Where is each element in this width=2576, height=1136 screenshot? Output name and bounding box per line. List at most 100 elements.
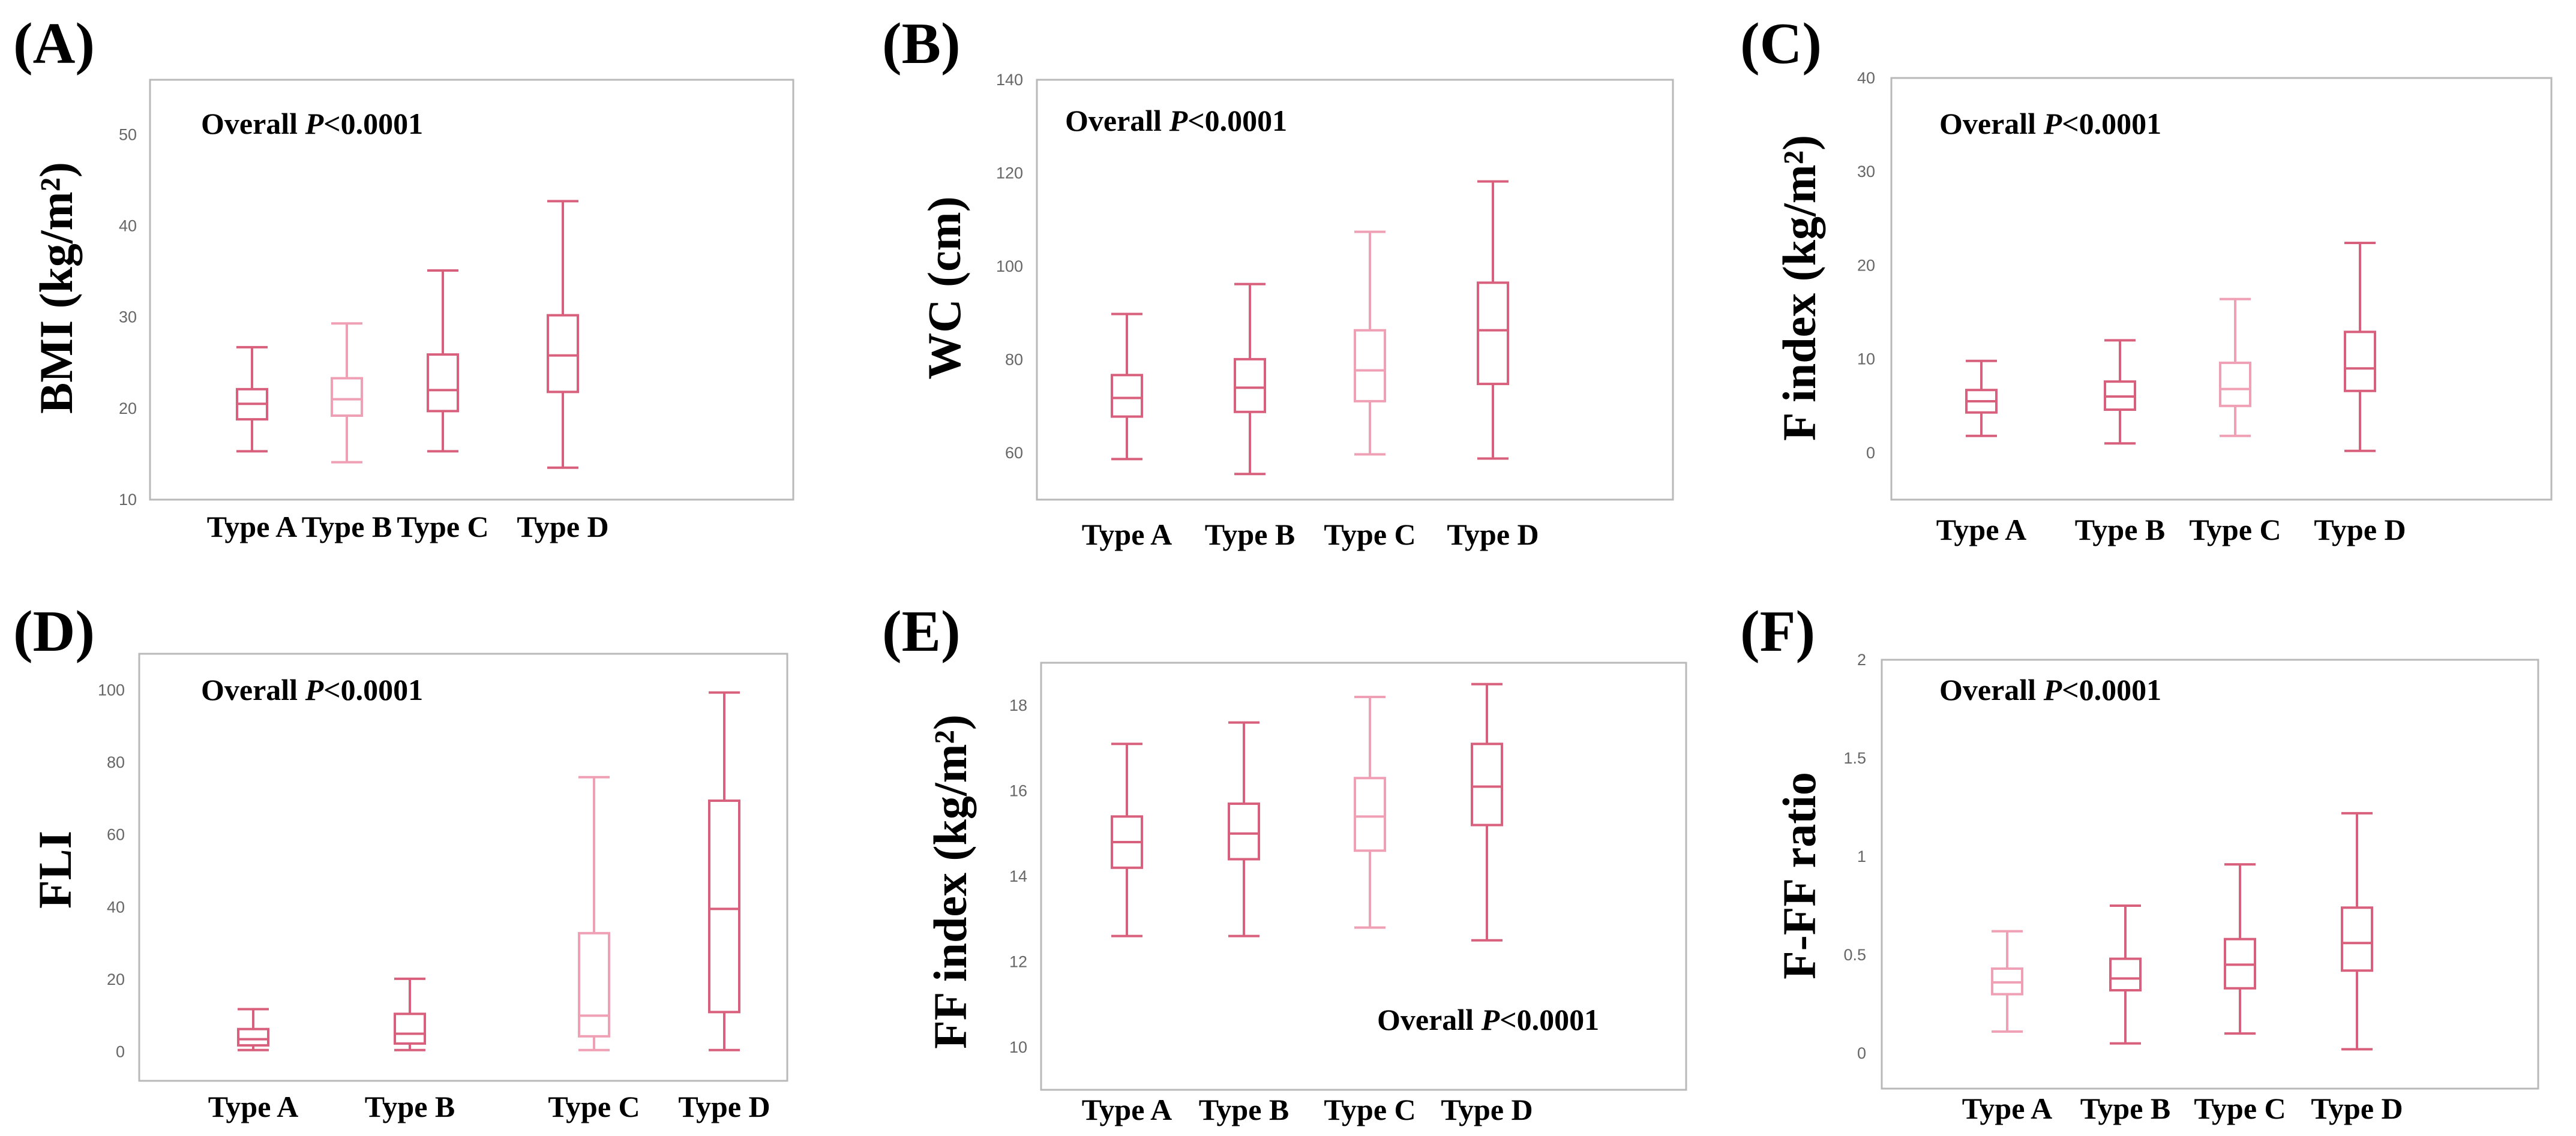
- category-label: Type A: [1082, 518, 1172, 551]
- iqr-box: [1471, 743, 1503, 827]
- plot-frame: [149, 79, 794, 501]
- category-label: Type D: [2311, 1092, 2403, 1125]
- box-type-b: [331, 322, 363, 464]
- box-type-a: [1111, 743, 1143, 937]
- box-type-b: [1228, 721, 1260, 937]
- box-type-c: [2224, 863, 2256, 1035]
- plot-frame: [1040, 662, 1687, 1091]
- y-tick-label: 14: [1009, 867, 1027, 885]
- iqr-box: [394, 1012, 426, 1045]
- iqr-box: [708, 799, 740, 1014]
- iqr-box: [1354, 777, 1386, 852]
- y-tick-label: 40: [1857, 69, 1875, 87]
- category-label: Type B: [302, 510, 392, 543]
- category-label: Type A: [1082, 1093, 1172, 1126]
- panel-b: (B) WC (cm) 60 80 100 120 140 Type A Type B Type …: [882, 11, 1674, 551]
- category-label: Type D: [1441, 1093, 1533, 1126]
- y-tick-label: 20: [107, 970, 125, 988]
- plot-frame: [1881, 659, 2539, 1090]
- iqr-box: [1477, 281, 1509, 386]
- y-tick-label: 16: [1009, 782, 1027, 800]
- box-type-b: [1234, 283, 1266, 476]
- y-tick-label: 0.5: [1843, 946, 1866, 964]
- category-label: Type B: [365, 1090, 455, 1123]
- y-tick-label: 80: [1005, 351, 1023, 369]
- category-label: Type B: [1205, 518, 1296, 551]
- box-type-c: [1354, 230, 1386, 456]
- category-label: Type A: [1962, 1092, 2053, 1125]
- category-label: Type B: [2080, 1092, 2171, 1125]
- plot-frame: [138, 653, 788, 1082]
- category-label: Type C: [1324, 1093, 1416, 1126]
- category-label: Type C: [1324, 518, 1416, 551]
- category-label: Type C: [548, 1090, 640, 1123]
- panel-label: (A): [13, 11, 95, 76]
- box-type-d: [2341, 812, 2373, 1051]
- category-label: Type B: [2075, 513, 2166, 546]
- box-type-d: [2344, 241, 2376, 452]
- iqr-box: [1111, 374, 1143, 418]
- iqr-box: [1354, 329, 1386, 402]
- iqr-box: [2219, 361, 2251, 407]
- y-tick-label: 1: [1857, 848, 1866, 865]
- iqr-box: [1234, 357, 1266, 413]
- y-tick-label: 20: [1857, 256, 1875, 274]
- category-label: Type D: [517, 510, 608, 543]
- category-label: Type A: [207, 510, 298, 543]
- y-tick-label: 18: [1009, 696, 1027, 714]
- y-tick-label: 12: [1009, 952, 1027, 970]
- y-tick-label: 100: [996, 257, 1023, 275]
- y-tick-label: 2: [1857, 651, 1866, 669]
- overall-p-annotation: Overall P<0.0001: [201, 107, 423, 140]
- y-tick-label: 0: [116, 1043, 125, 1061]
- y-tick-label: 10: [119, 491, 137, 509]
- y-axis-label: BMI (kg/m²): [30, 162, 82, 414]
- y-tick-label: 0: [1857, 1044, 1866, 1062]
- category-label: Type A: [1936, 513, 2027, 546]
- category-label: Type B: [1199, 1093, 1290, 1126]
- box-type-a: [1111, 312, 1143, 461]
- iqr-box: [1228, 802, 1260, 861]
- overall-p-annotation: Overall P<0.0001: [1377, 1003, 1599, 1036]
- iqr-box: [2109, 957, 2142, 992]
- box-type-c: [427, 269, 459, 453]
- y-tick-label: 0: [1866, 444, 1875, 462]
- panel-c: (C) F index (kg/m²) 0 10 20 30 40 Type A Type B T…: [1740, 11, 2553, 546]
- y-axis-label: F index (kg/m²): [1773, 135, 1825, 441]
- category-label: Type D: [678, 1090, 770, 1123]
- box-type-c: [2219, 297, 2251, 437]
- y-axis-label: F-FF ratio: [1773, 772, 1825, 979]
- panel-label: (D): [13, 599, 95, 664]
- panel-label: (F): [1740, 599, 1815, 664]
- box-type-c: [578, 776, 610, 1051]
- box-type-a: [236, 345, 268, 453]
- iqr-box: [578, 931, 610, 1038]
- y-tick-label: 40: [107, 898, 125, 916]
- category-label: Type C: [2194, 1092, 2286, 1125]
- y-tick-label: 60: [107, 826, 125, 844]
- iqr-box: [237, 1027, 269, 1047]
- panel-label: (E): [882, 599, 961, 664]
- iqr-box: [2341, 906, 2373, 972]
- y-tick-label: 140: [996, 71, 1023, 89]
- iqr-box: [427, 353, 459, 413]
- box-type-d: [1477, 180, 1509, 460]
- box-type-d: [708, 691, 740, 1051]
- y-tick-label: 20: [119, 399, 137, 417]
- category-label: Type C: [2189, 513, 2281, 546]
- iqr-box: [2344, 330, 2376, 392]
- overall-p-annotation: Overall P<0.0001: [201, 673, 423, 707]
- overall-p-annotation: Overall P<0.0001: [1939, 107, 2161, 140]
- y-tick-label: 60: [1005, 444, 1023, 462]
- y-tick-label: 30: [1857, 163, 1875, 181]
- y-axis-label: FF index (kg/m²): [924, 714, 976, 1049]
- y-axis-label: WC (cm): [918, 196, 970, 379]
- y-tick-label: 80: [107, 753, 125, 771]
- box-type-b: [394, 977, 426, 1051]
- category-label: Type A: [208, 1090, 299, 1123]
- y-tick-label: 100: [98, 681, 125, 699]
- box-type-a: [237, 1008, 269, 1051]
- panel-label: (B): [882, 11, 961, 76]
- y-tick-label: 50: [119, 125, 137, 143]
